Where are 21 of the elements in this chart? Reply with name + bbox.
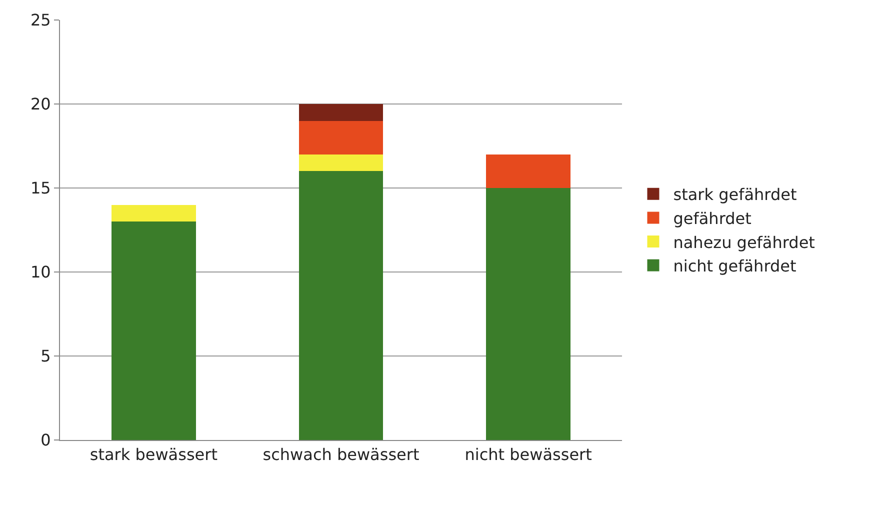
legend-label: gefährdet bbox=[673, 208, 752, 228]
y-tick-label: 0 bbox=[40, 430, 51, 450]
legend-label: stark gefährdet bbox=[673, 185, 797, 204]
y-tick-label: 10 bbox=[30, 262, 51, 282]
x-tick-label: stark bewässert bbox=[90, 445, 218, 464]
bar bbox=[298, 104, 384, 121]
x-tick-label: nicht bewässert bbox=[464, 445, 592, 464]
legend-label: nicht gefährdet bbox=[673, 256, 796, 276]
legend-label: nahezu gefährdet bbox=[673, 232, 815, 252]
y-tick-label: 5 bbox=[40, 346, 51, 366]
bar bbox=[486, 154, 570, 188]
y-tick-label: 15 bbox=[30, 178, 51, 198]
x-tick-label: schwach bewässert bbox=[262, 445, 420, 464]
bar bbox=[112, 222, 196, 440]
bar bbox=[298, 154, 384, 172]
bar bbox=[112, 204, 196, 222]
y-tick-label: 20 bbox=[30, 94, 51, 114]
bar bbox=[486, 188, 570, 440]
bar bbox=[298, 171, 384, 440]
bar bbox=[298, 120, 384, 154]
y-tick-label: 25 bbox=[30, 10, 51, 30]
